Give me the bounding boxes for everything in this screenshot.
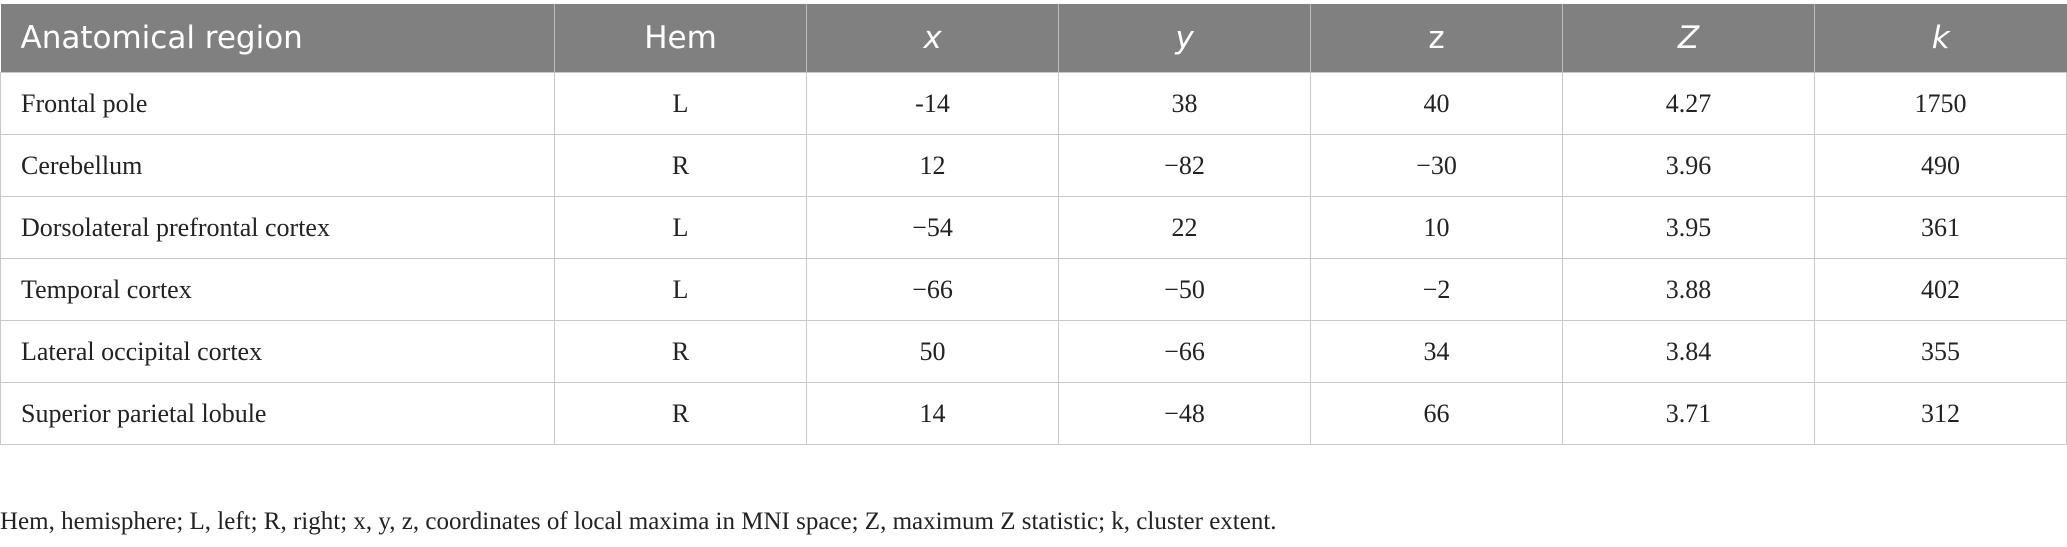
region-cell: Dorsolateral prefrontal cortex	[0, 196, 555, 259]
value-cell: 355	[1814, 320, 2067, 383]
value-cell: 3.88	[1562, 258, 1815, 321]
table-row: Lateral occipital cortex R 50 −66 34 3.84 355	[0, 320, 2067, 383]
value-cell: −82	[1058, 134, 1311, 197]
value-cell: 490	[1814, 134, 2067, 197]
value-cell: 40	[1310, 72, 1563, 135]
column-header: y	[1058, 4, 1311, 73]
region-cell: Frontal pole	[0, 72, 555, 135]
value-cell: −50	[1058, 258, 1311, 321]
value-cell: −54	[806, 196, 1059, 259]
column-header: Anatomical region	[0, 4, 555, 73]
value-cell: −48	[1058, 382, 1311, 445]
value-cell: R	[554, 320, 807, 383]
value-cell: R	[554, 134, 807, 197]
region-cell: Superior parietal lobule	[0, 382, 555, 445]
column-header: Z	[1562, 4, 1815, 73]
column-header: x	[806, 4, 1059, 73]
value-cell: 312	[1814, 382, 2067, 445]
value-cell: −66	[1058, 320, 1311, 383]
value-cell: 66	[1310, 382, 1563, 445]
value-cell: 3.71	[1562, 382, 1815, 445]
value-cell: 38	[1058, 72, 1311, 135]
value-cell: 3.84	[1562, 320, 1815, 383]
column-header: k	[1814, 4, 2067, 73]
value-cell: 14	[806, 382, 1059, 445]
value-cell: 4.27	[1562, 72, 1815, 135]
value-cell: 3.96	[1562, 134, 1815, 197]
value-cell: -14	[806, 72, 1059, 135]
value-cell: 1750	[1814, 72, 2067, 135]
value-cell: 34	[1310, 320, 1563, 383]
value-cell: 361	[1814, 196, 2067, 259]
table-body: Frontal pole L -14 38 40 4.27 1750 Cerebellum R 1…	[0, 72, 2067, 445]
column-header: z	[1310, 4, 1563, 73]
value-cell: 22	[1058, 196, 1311, 259]
table-row: Dorsolateral prefrontal cortex L −54 22 10 3.…	[0, 196, 2067, 259]
value-cell: 50	[806, 320, 1059, 383]
value-cell: 3.95	[1562, 196, 1815, 259]
value-cell: −30	[1310, 134, 1563, 197]
value-cell: −2	[1310, 258, 1563, 321]
value-cell: L	[554, 196, 807, 259]
footnote: Hem, hemisphere; L, left; R, right; x, y…	[0, 508, 1277, 535]
value-cell: R	[554, 382, 807, 445]
table-row: Frontal pole L -14 38 40 4.27 1750	[0, 72, 2067, 135]
value-cell: −66	[806, 258, 1059, 321]
value-cell: 12	[806, 134, 1059, 197]
table-row: Superior parietal lobule R 14 −48 66 3.71 312	[0, 382, 2067, 445]
region-cell: Lateral occipital cortex	[0, 320, 555, 383]
column-header: Hem	[554, 4, 807, 73]
value-cell: 10	[1310, 196, 1563, 259]
value-cell: 402	[1814, 258, 2067, 321]
region-cell: Temporal cortex	[0, 258, 555, 321]
value-cell: L	[554, 258, 807, 321]
table-row: Temporal cortex L −66 −50 −2 3.88 402	[0, 258, 2067, 321]
value-cell: L	[554, 72, 807, 135]
table-row: Cerebellum R 12 −82 −30 3.96 490	[0, 134, 2067, 197]
region-cell: Cerebellum	[0, 134, 555, 197]
